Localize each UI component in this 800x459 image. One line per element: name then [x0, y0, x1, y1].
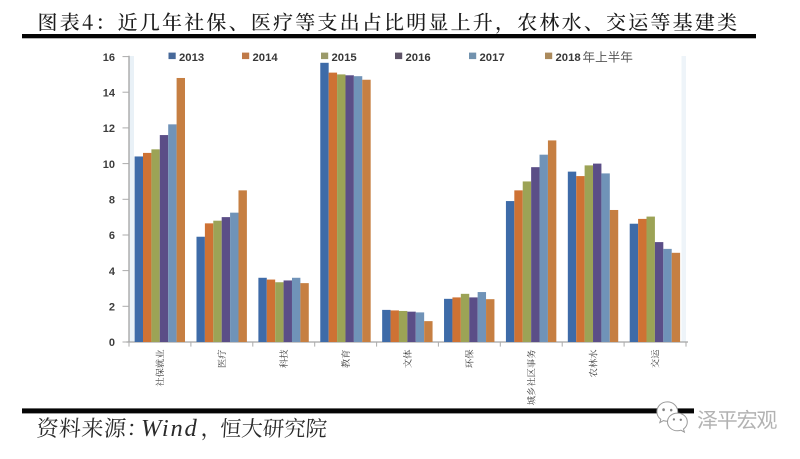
svg-text:0: 0: [109, 337, 115, 349]
svg-text:2: 2: [109, 302, 115, 314]
svg-text:2014: 2014: [253, 52, 279, 64]
svg-text:14: 14: [103, 87, 116, 99]
svg-text:16: 16: [103, 52, 115, 64]
svg-text:Wind: Wind: [141, 415, 199, 442]
svg-text:8: 8: [109, 195, 115, 207]
svg-text:2017: 2017: [480, 52, 505, 64]
svg-text:4: 4: [109, 266, 116, 278]
svg-text:2013: 2013: [179, 52, 204, 64]
svg-text:2016: 2016: [406, 52, 431, 64]
svg-text:10: 10: [103, 159, 115, 171]
svg-text:12: 12: [103, 123, 115, 135]
svg-text:2015: 2015: [332, 52, 357, 64]
svg-text:6: 6: [109, 230, 115, 242]
svg-text:2018: 2018: [556, 52, 581, 64]
